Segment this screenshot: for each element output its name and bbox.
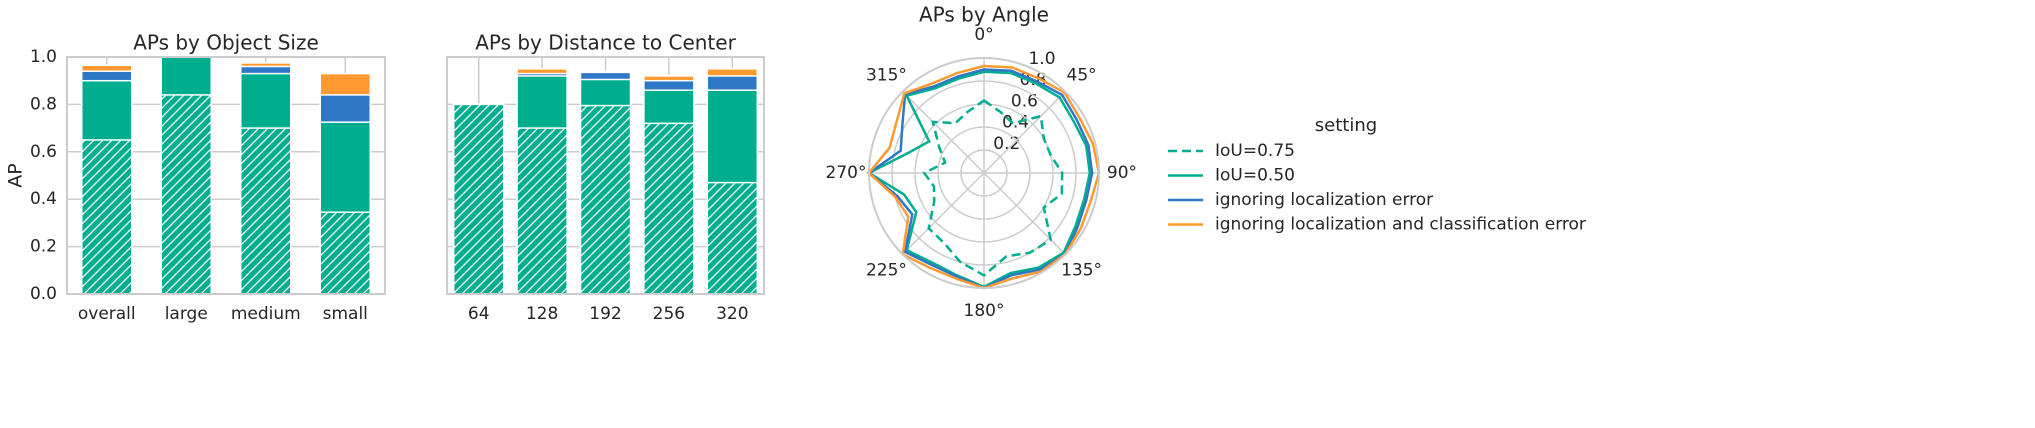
plot-frame — [66, 56, 386, 295]
x-tick-label: 64 — [468, 304, 490, 324]
x-tick-label: small — [323, 304, 368, 324]
r-tick-label: 0.6 — [1011, 91, 1038, 111]
angle-tick-label: 225° — [866, 261, 907, 281]
legend-label: IoU=0.50 — [1215, 166, 1295, 186]
bar — [319, 211, 371, 295]
y-tick-label: 0.0 — [30, 284, 57, 304]
r-tick-label: 0.2 — [993, 134, 1020, 154]
r-tick-label: 0.4 — [1002, 113, 1029, 133]
bar — [240, 127, 292, 295]
grid-spoke — [902, 172, 985, 255]
bar — [81, 139, 133, 295]
angle-tick-label: 0° — [974, 25, 993, 45]
angle-tick-label: 90° — [1107, 163, 1137, 183]
y-tick-label: 1.0 — [30, 47, 57, 67]
angle-tick-label: 135° — [1061, 261, 1102, 281]
bar — [706, 181, 759, 295]
bar — [643, 122, 695, 295]
x-tick-label: large — [165, 304, 208, 324]
chart-title: APs by Distance to Center — [475, 31, 736, 55]
chart-title: APs by Object Size — [133, 31, 319, 55]
chart-title: APs by Angle — [919, 3, 1049, 27]
x-tick-label: 256 — [653, 304, 685, 324]
plot-frame — [446, 56, 765, 295]
legend-label: ignoring localization and classification… — [1215, 215, 1586, 235]
y-axis-label: AP — [5, 163, 27, 187]
bar — [160, 94, 212, 295]
grid-spoke — [983, 172, 1066, 255]
x-tick-label: overall — [78, 304, 136, 324]
y-tick-label: 0.8 — [30, 94, 57, 114]
r-tick-label: 1.0 — [1028, 49, 1055, 69]
x-tick-label: 192 — [589, 304, 621, 324]
polar-frame — [868, 57, 1100, 289]
bar — [452, 103, 505, 295]
legend-title: setting — [1315, 115, 1377, 136]
x-tick-label: medium — [231, 304, 301, 324]
grid-spoke — [902, 91, 985, 174]
grid-spoke — [983, 91, 1066, 174]
angle-tick-label: 45° — [1067, 65, 1097, 85]
angle-tick-label: 270° — [826, 163, 867, 183]
y-tick-label: 0.2 — [30, 237, 57, 257]
bar — [579, 104, 632, 295]
angle-tick-label: 315° — [866, 65, 907, 85]
y-tick-label: 0.4 — [30, 189, 57, 209]
x-tick-label: 128 — [526, 304, 558, 324]
legend-label: ignoring localization error — [1215, 190, 1433, 210]
y-tick-label: 0.6 — [30, 142, 57, 162]
series-line — [922, 98, 1064, 277]
bar — [516, 127, 568, 295]
x-tick-label: 320 — [716, 304, 748, 324]
angle-tick-label: 180° — [964, 301, 1005, 321]
legend-label: IoU=0.75 — [1215, 141, 1295, 161]
